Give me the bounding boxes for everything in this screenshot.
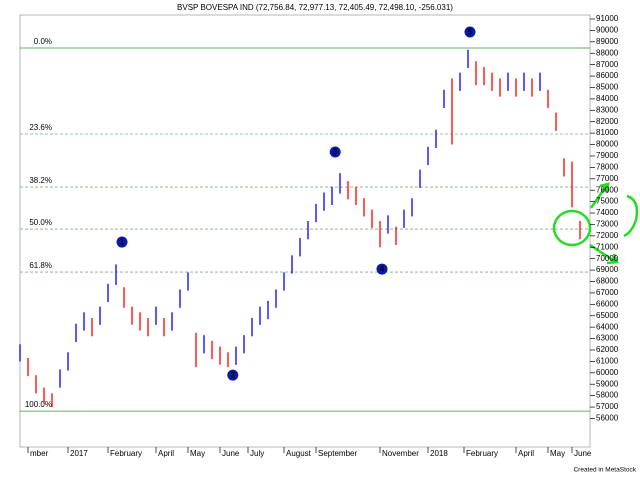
y-tick-label: 91000 bbox=[596, 14, 619, 23]
y-tick-label: 77000 bbox=[596, 174, 619, 183]
x-tick-label: 2017 bbox=[70, 449, 88, 458]
x-tick-label: April bbox=[518, 449, 534, 458]
y-tick-label: 85000 bbox=[596, 83, 619, 92]
y-tick-label: 82000 bbox=[596, 117, 619, 126]
fib-label: 38.2% bbox=[29, 176, 52, 185]
wave-marker bbox=[376, 263, 388, 275]
y-tick-label: 62000 bbox=[596, 345, 619, 354]
y-tick-label: 63000 bbox=[596, 334, 619, 343]
y-tick-label: 90000 bbox=[596, 26, 619, 35]
y-tick-label: 76000 bbox=[596, 185, 619, 194]
y-tick-label: 67000 bbox=[596, 288, 619, 297]
annotation bbox=[552, 182, 639, 265]
wave-marker bbox=[329, 146, 341, 158]
fib-label: 23.6% bbox=[29, 123, 52, 132]
y-tick-label: 88000 bbox=[596, 48, 619, 57]
x-tick-label: November bbox=[382, 449, 419, 458]
y-tick-label: 87000 bbox=[596, 60, 619, 69]
fib-label: 50.0% bbox=[29, 218, 52, 227]
question-mark bbox=[623, 194, 639, 238]
y-tick-label: 89000 bbox=[596, 37, 619, 46]
y-tick-label: 79000 bbox=[596, 151, 619, 160]
x-tick-label: June bbox=[222, 449, 240, 458]
y-tick-label: 80000 bbox=[596, 140, 619, 149]
y-tick-label: 60000 bbox=[596, 368, 619, 377]
y-tick-label: 83000 bbox=[596, 105, 619, 114]
y-tick-label: 81000 bbox=[596, 128, 619, 137]
highlight-circle bbox=[552, 209, 592, 247]
x-tick-label: mber bbox=[30, 449, 49, 458]
x-tick-label: April bbox=[158, 449, 174, 458]
y-tick-label: 56000 bbox=[596, 414, 619, 423]
y-tick-label: 70000 bbox=[596, 254, 619, 263]
y-tick-label: 68000 bbox=[596, 277, 619, 286]
x-tick-label: July bbox=[250, 449, 264, 458]
y-tick-label: 75000 bbox=[596, 197, 619, 206]
y-tick-label: 57000 bbox=[596, 402, 619, 411]
y-tick-label: 61000 bbox=[596, 357, 619, 366]
plot-frame bbox=[19, 14, 591, 448]
y-tick-label: 65000 bbox=[596, 311, 619, 320]
x-tick-label: August bbox=[286, 449, 312, 458]
y-tick-label: 66000 bbox=[596, 299, 619, 308]
y-tick-label: 59000 bbox=[596, 379, 619, 388]
x-tick-label: September bbox=[318, 449, 357, 458]
fib-label: 100.0% bbox=[25, 400, 52, 409]
y-tick-label: 64000 bbox=[596, 322, 619, 331]
wave-marker bbox=[227, 369, 239, 381]
y-tick-label: 58000 bbox=[596, 391, 619, 400]
y-tick-label: 72000 bbox=[596, 231, 619, 240]
y-tick-label: 74000 bbox=[596, 208, 619, 217]
wave-marker bbox=[116, 236, 128, 248]
fib-label: 61.8% bbox=[29, 261, 52, 270]
y-tick-label: 69000 bbox=[596, 265, 619, 274]
wave-label: 2 bbox=[231, 371, 236, 380]
wave-label: 5 bbox=[468, 28, 473, 37]
fib-label: 0.0% bbox=[34, 37, 52, 46]
x-tick-label: February bbox=[466, 449, 498, 458]
x-tick-label: February bbox=[110, 449, 142, 458]
x-tick-label: 2018 bbox=[430, 449, 448, 458]
y-tick-label: 73000 bbox=[596, 220, 619, 229]
x-tick-label: June bbox=[574, 449, 592, 458]
y-tick-label: 78000 bbox=[596, 162, 619, 171]
wave-marker bbox=[464, 26, 476, 38]
y-tick-label: 86000 bbox=[596, 71, 619, 80]
x-tick-label: May bbox=[550, 449, 565, 458]
wave-label: 3 bbox=[333, 148, 338, 157]
arrow-down bbox=[589, 243, 619, 265]
footer: Created in MetaStock bbox=[573, 467, 636, 474]
arrow-up bbox=[589, 182, 610, 209]
chart-title: BVSP BOVESPA IND (72,756.84, 72,977.13, … bbox=[177, 3, 453, 12]
y-tick-label: 71000 bbox=[596, 242, 619, 251]
wave-label: 4 bbox=[380, 265, 385, 274]
x-tick-label: May bbox=[190, 449, 205, 458]
y-tick-label: 84000 bbox=[596, 94, 619, 103]
wave-label: 1 bbox=[120, 238, 125, 247]
